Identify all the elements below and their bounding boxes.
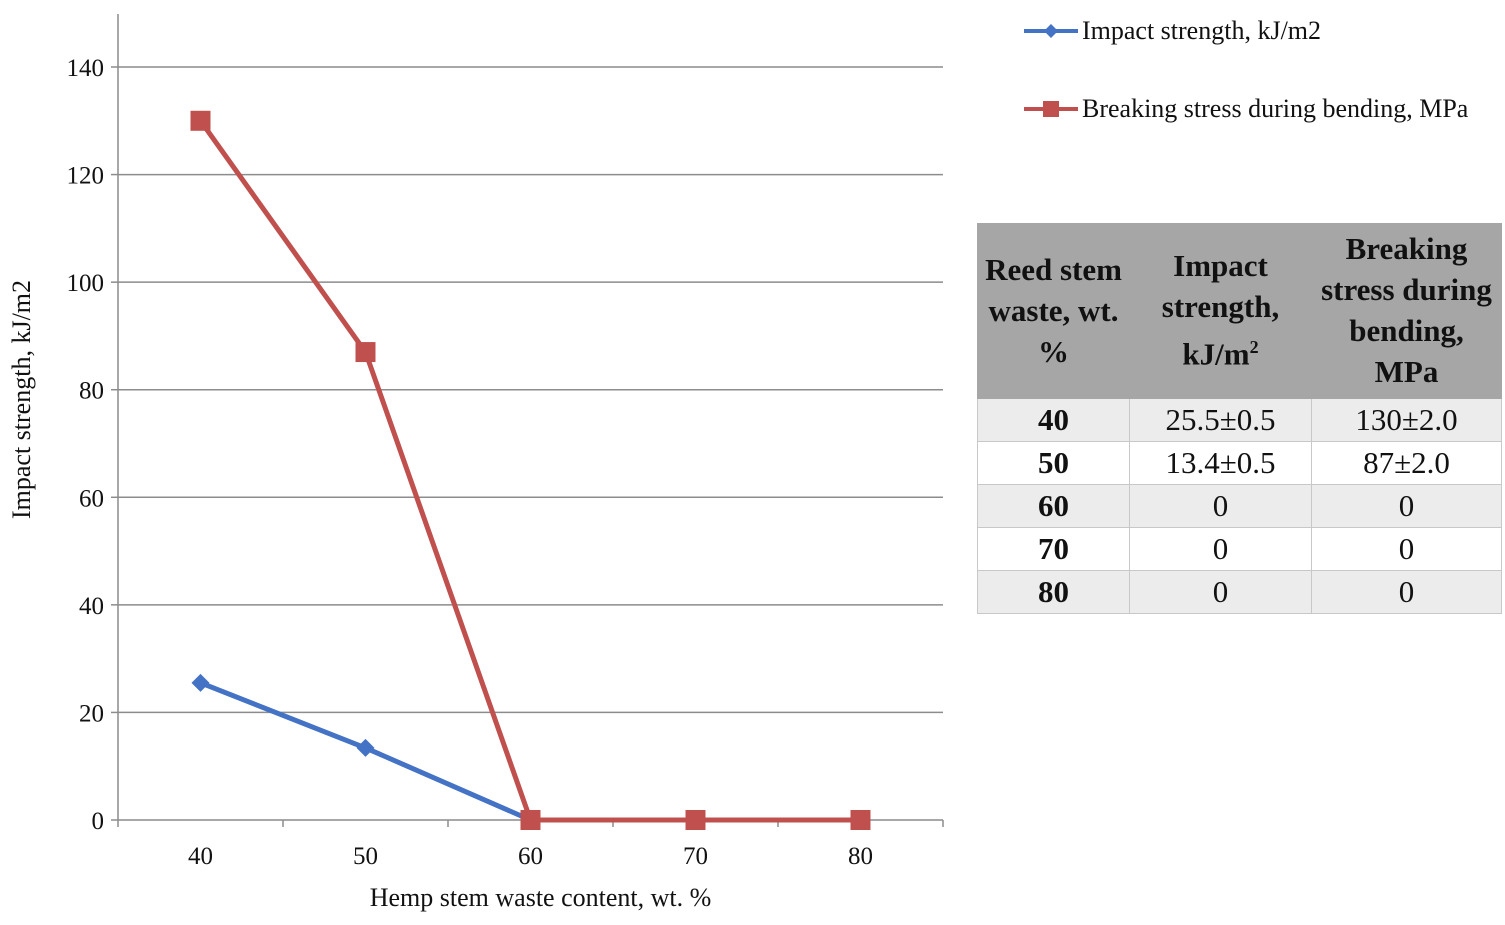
table-row: 80 0 0 <box>977 570 1502 614</box>
cell-breaking-stress: 87±2.0 <box>1311 441 1502 485</box>
series-line-2 <box>198 119 861 823</box>
y-tick-label: 100 <box>67 270 105 297</box>
table-row: 60 0 0 <box>977 484 1502 528</box>
diamond-data-point <box>356 738 375 757</box>
square-data-point <box>685 810 706 830</box>
cell-reed-stem-waste: 50 <box>977 441 1130 485</box>
cell-breaking-stress: 0 <box>1311 527 1502 571</box>
table-header-row: Reed stem waste, wt. % Impact strength, … <box>977 223 1502 399</box>
x-axis-title: Hemp stem waste content, wt. % <box>370 883 712 912</box>
square-data-point <box>520 810 541 830</box>
square-data-point <box>190 110 211 131</box>
x-tick-label: 40 <box>188 843 213 870</box>
header-breaking-stress: Breaking stress during bending, MPa <box>1311 223 1502 399</box>
square-data-point <box>355 342 376 363</box>
cell-reed-stem-waste: 60 <box>977 484 1130 528</box>
header-impact-strength-text: Impact strength, kJ/m <box>1161 248 1280 372</box>
data-table: Reed stem waste, wt. % Impact strength, … <box>977 223 1502 614</box>
legend-square-marker-icon <box>1024 101 1078 117</box>
y-tick-label: 0 <box>92 808 105 835</box>
y-tick-label: 20 <box>79 700 104 727</box>
cell-breaking-stress: 0 <box>1311 570 1502 614</box>
diamond-data-point <box>191 673 210 692</box>
header-reed-stem-waste: Reed stem waste, wt. % <box>977 223 1130 399</box>
y-tick-label: 40 <box>79 593 104 620</box>
table-row: 40 25.5±0.5 130±2.0 <box>977 398 1502 442</box>
cell-impact-strength: 0 <box>1129 484 1312 528</box>
legend-label-impact-strength: Impact strength, kJ/m2 <box>1082 16 1322 45</box>
cell-reed-stem-waste: 80 <box>977 570 1130 614</box>
cell-impact-strength: 13.4±0.5 <box>1129 441 1312 485</box>
cell-impact-strength: 0 <box>1129 527 1312 571</box>
x-tick-label: 50 <box>353 843 378 870</box>
table-row: 70 0 0 <box>977 527 1502 571</box>
x-tick-label: 70 <box>683 843 708 870</box>
y-tick-label: 120 <box>67 163 105 190</box>
x-tick-label: 80 <box>848 843 873 870</box>
cell-reed-stem-waste: 70 <box>977 527 1130 571</box>
legend-diamond-marker-icon <box>1024 24 1078 38</box>
legend-label-breaking-stress: Breaking stress during bending, MPa <box>1082 94 1469 123</box>
cell-impact-strength: 0 <box>1129 570 1312 614</box>
x-tick-label: 60 <box>518 843 543 870</box>
y-tick-label: 60 <box>79 485 104 512</box>
header-impact-strength-superscript: 2 <box>1249 337 1259 358</box>
square-data-point <box>850 810 871 830</box>
cell-impact-strength: 25.5±0.5 <box>1129 398 1312 442</box>
cell-reed-stem-waste: 40 <box>977 398 1130 442</box>
table-row: 50 13.4±0.5 87±2.0 <box>977 441 1502 485</box>
y-tick-label: 80 <box>79 378 104 405</box>
header-impact-strength: Impact strength, kJ/m2 <box>1129 223 1312 399</box>
y-axis-title: Impact strength, kJ/m2 <box>7 280 36 519</box>
cell-breaking-stress: 130±2.0 <box>1311 398 1502 442</box>
line-chart: 0 20 40 60 80 100 120 140 40 50 60 70 80 Hemp stem wa… <box>7 14 944 912</box>
cell-breaking-stress: 0 <box>1311 484 1502 528</box>
y-tick-label: 140 <box>67 55 105 82</box>
